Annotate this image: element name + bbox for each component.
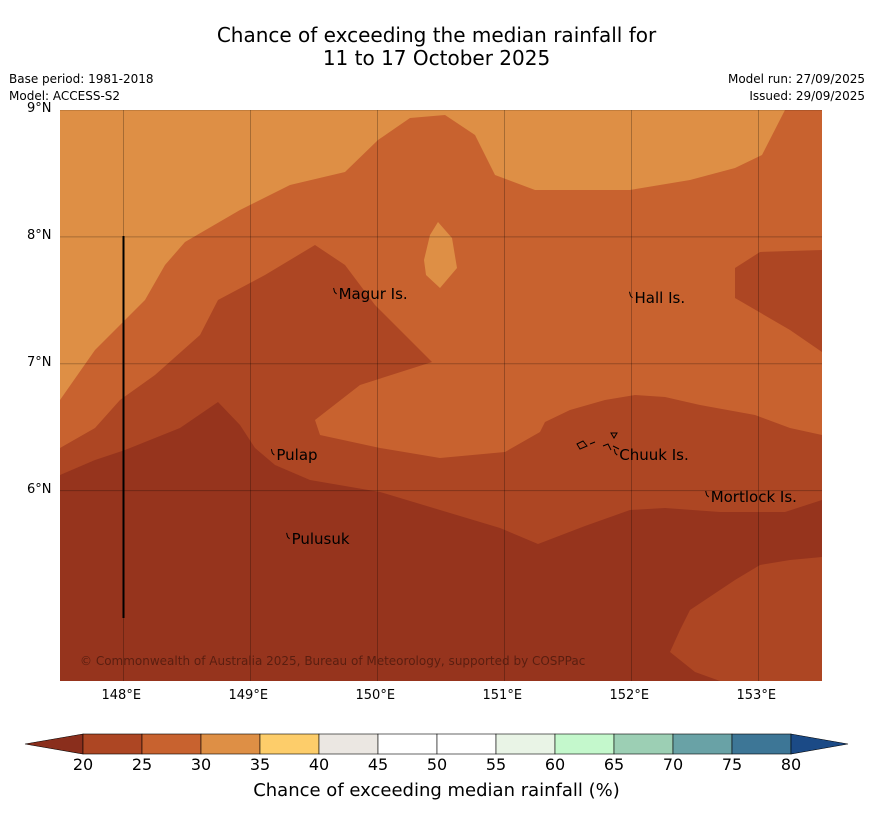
colorbar-tick-label: 65 bbox=[603, 755, 625, 774]
colorbar-extend-high bbox=[790, 733, 849, 755]
colorbar-segment bbox=[495, 733, 556, 755]
colorbar-tick-label: 40 bbox=[308, 755, 330, 774]
copyright-text: © Commonwealth of Australia 2025, Bureau… bbox=[80, 654, 586, 668]
colorbar-segment bbox=[259, 733, 320, 755]
colorbar-segment bbox=[672, 733, 733, 755]
model-run: Model run: 27/09/2025 bbox=[727, 72, 865, 86]
island-mark bbox=[270, 449, 275, 456]
colorbar-segment bbox=[141, 733, 202, 755]
colorbar-extend-low bbox=[24, 733, 84, 755]
x-tick-label: 149°E bbox=[228, 688, 269, 703]
colorbar bbox=[24, 733, 849, 755]
colorbar-segment bbox=[318, 733, 379, 755]
base-period: Base period: 1981-2018 bbox=[9, 72, 154, 86]
band-30-35-patch bbox=[424, 222, 457, 288]
colorbar-segment bbox=[82, 733, 143, 755]
band-below-20 bbox=[60, 402, 822, 681]
colorbar-tick-label: 45 bbox=[367, 755, 389, 774]
colorbar-tick-label: 35 bbox=[249, 755, 271, 774]
x-tick-label: 152°E bbox=[609, 688, 650, 703]
island-mark bbox=[333, 287, 337, 295]
title-line-2: 11 to 17 October 2025 bbox=[322, 46, 551, 70]
place-label: Mortlock Is. bbox=[710, 488, 797, 506]
chuuk-lagoon-islands bbox=[576, 432, 620, 451]
x-tick-label: 151°E bbox=[482, 688, 523, 703]
colorbar-tick-label: 50 bbox=[426, 755, 448, 774]
island-mark bbox=[705, 490, 710, 498]
colorbar-tick-label: 30 bbox=[190, 755, 212, 774]
colorbar-label: Chance of exceeding median rainfall (%) bbox=[253, 780, 620, 801]
x-tick-label: 148°E bbox=[101, 688, 142, 703]
place-label: Pulusuk bbox=[291, 529, 350, 548]
colorbar-tick-label: 70 bbox=[662, 755, 684, 774]
place-label: Chuuk Is. bbox=[619, 446, 689, 465]
colorbar-tick-label: 80 bbox=[780, 755, 802, 774]
x-tick-label: 150°E bbox=[355, 688, 396, 703]
colorbar-tick-label: 25 bbox=[131, 755, 153, 774]
colorbar-segment bbox=[554, 733, 615, 755]
island-mark bbox=[629, 291, 633, 299]
place-label: Hall Is. bbox=[634, 288, 686, 307]
y-tick-label: 8°N bbox=[27, 227, 52, 243]
colorbar-tick-label: 75 bbox=[721, 755, 743, 774]
title-line-1: Chance of exceeding the median rainfall … bbox=[216, 23, 657, 47]
issued-date: Issued: 29/09/2025 bbox=[749, 89, 865, 103]
colorbar-tick-label: 60 bbox=[544, 755, 566, 774]
colorbar-segment bbox=[613, 733, 674, 755]
band-20-25-southeast bbox=[670, 557, 822, 681]
place-label: Magur Is. bbox=[338, 284, 408, 303]
island-mark bbox=[613, 449, 618, 456]
x-tick-label: 153°E bbox=[736, 688, 777, 703]
contour-fill bbox=[60, 110, 822, 681]
band-20-25-east bbox=[735, 250, 822, 352]
y-tick-label: 6°N bbox=[27, 481, 52, 497]
colorbar-segment bbox=[436, 733, 497, 755]
colorbar-segment bbox=[731, 733, 792, 755]
colorbar-segment bbox=[377, 733, 438, 755]
island-markers bbox=[270, 287, 710, 540]
y-tick-label: 7°N bbox=[27, 354, 52, 370]
place-label: Pulap bbox=[276, 446, 318, 465]
y-tick-label: 9°N bbox=[27, 101, 52, 116]
colorbar-tick-label: 20 bbox=[72, 755, 94, 774]
colorbar-segment bbox=[200, 733, 261, 755]
colorbar-tick-label: 55 bbox=[485, 755, 507, 774]
model-name: Model: ACCESS-S2 bbox=[9, 89, 121, 103]
island-mark bbox=[286, 532, 290, 540]
graticule bbox=[60, 110, 822, 681]
